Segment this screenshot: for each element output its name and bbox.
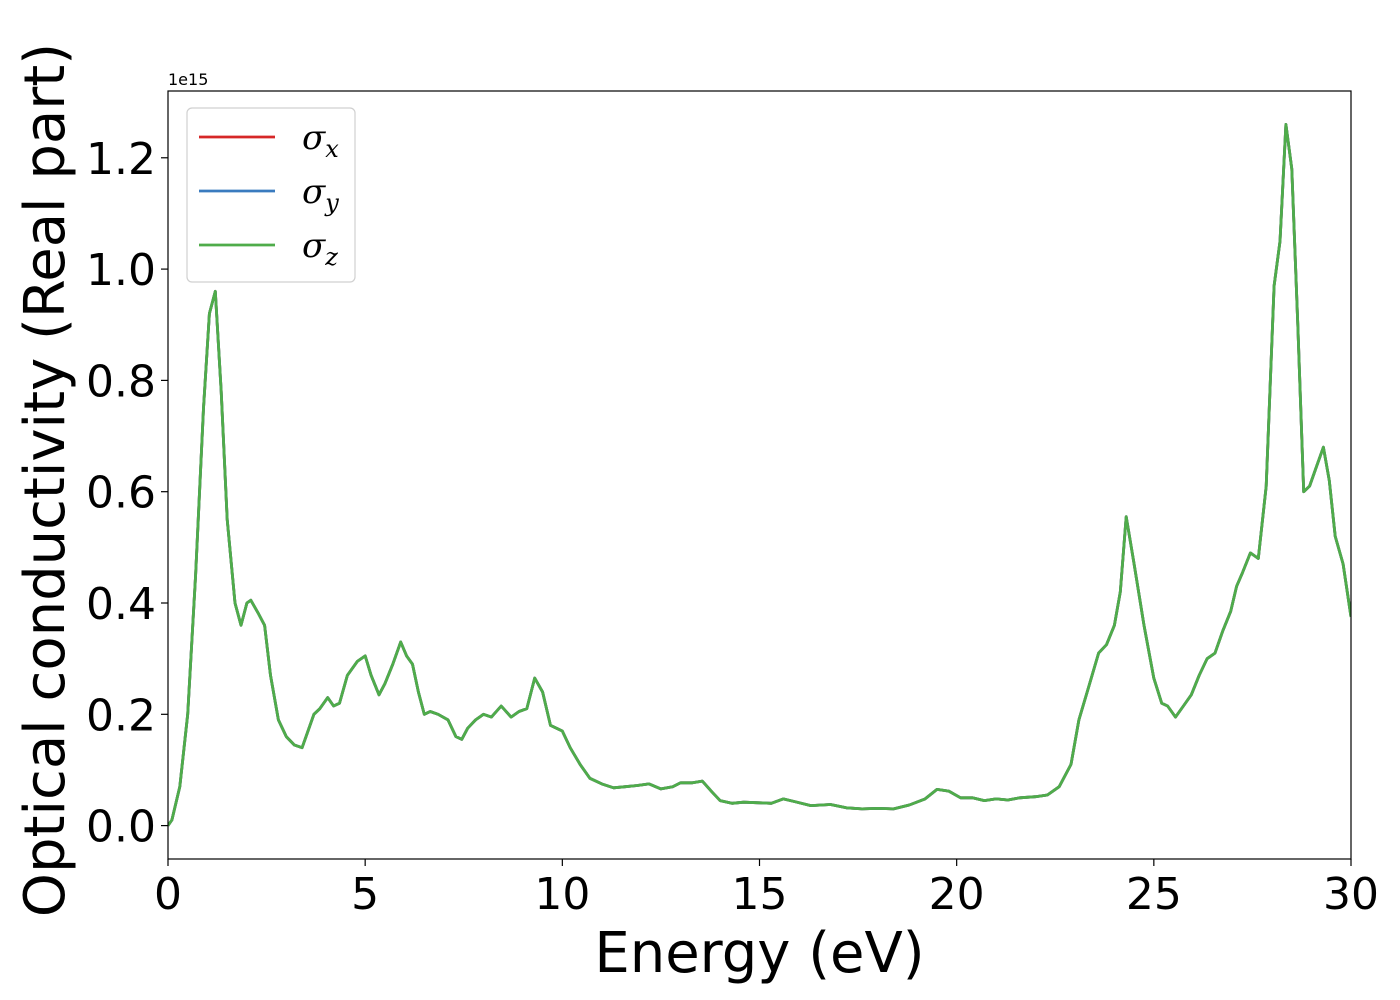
x-tick-label: 25 bbox=[1126, 869, 1182, 920]
x-tick-label: 20 bbox=[929, 869, 985, 920]
x-tick-label: 10 bbox=[534, 869, 590, 920]
x-tick-label: 0 bbox=[154, 869, 182, 920]
y-axis: 0.0 0.2 0.4 0.6 0.8 1.0 1.2 bbox=[86, 134, 168, 853]
y-tick-label: 0.2 bbox=[86, 690, 156, 741]
y-tick-label: 0.4 bbox=[86, 579, 156, 630]
x-tick-label: 30 bbox=[1323, 869, 1379, 920]
y-tick-label: 0.8 bbox=[86, 356, 156, 407]
y-tick-label: 0.6 bbox=[86, 468, 156, 519]
y-tick-label: 1.2 bbox=[86, 134, 156, 185]
x-axis-label: Energy (eV) bbox=[594, 921, 924, 986]
x-axis: 0 5 10 15 20 25 30 bbox=[154, 859, 1379, 920]
series-line-z bbox=[168, 123, 1351, 827]
legend-entry-label: σz bbox=[302, 226, 338, 271]
y-offset-text: 1e15 bbox=[168, 70, 208, 89]
x-tick-label: 5 bbox=[351, 869, 379, 920]
y-axis-label: Optical conductivity (Real part) bbox=[13, 43, 78, 917]
plot-area bbox=[168, 123, 1351, 827]
legend-box bbox=[186, 107, 356, 283]
x-tick-label: 15 bbox=[732, 869, 788, 920]
y-tick-label: 1.0 bbox=[86, 245, 156, 296]
y-tick-label: 0.0 bbox=[86, 802, 156, 853]
